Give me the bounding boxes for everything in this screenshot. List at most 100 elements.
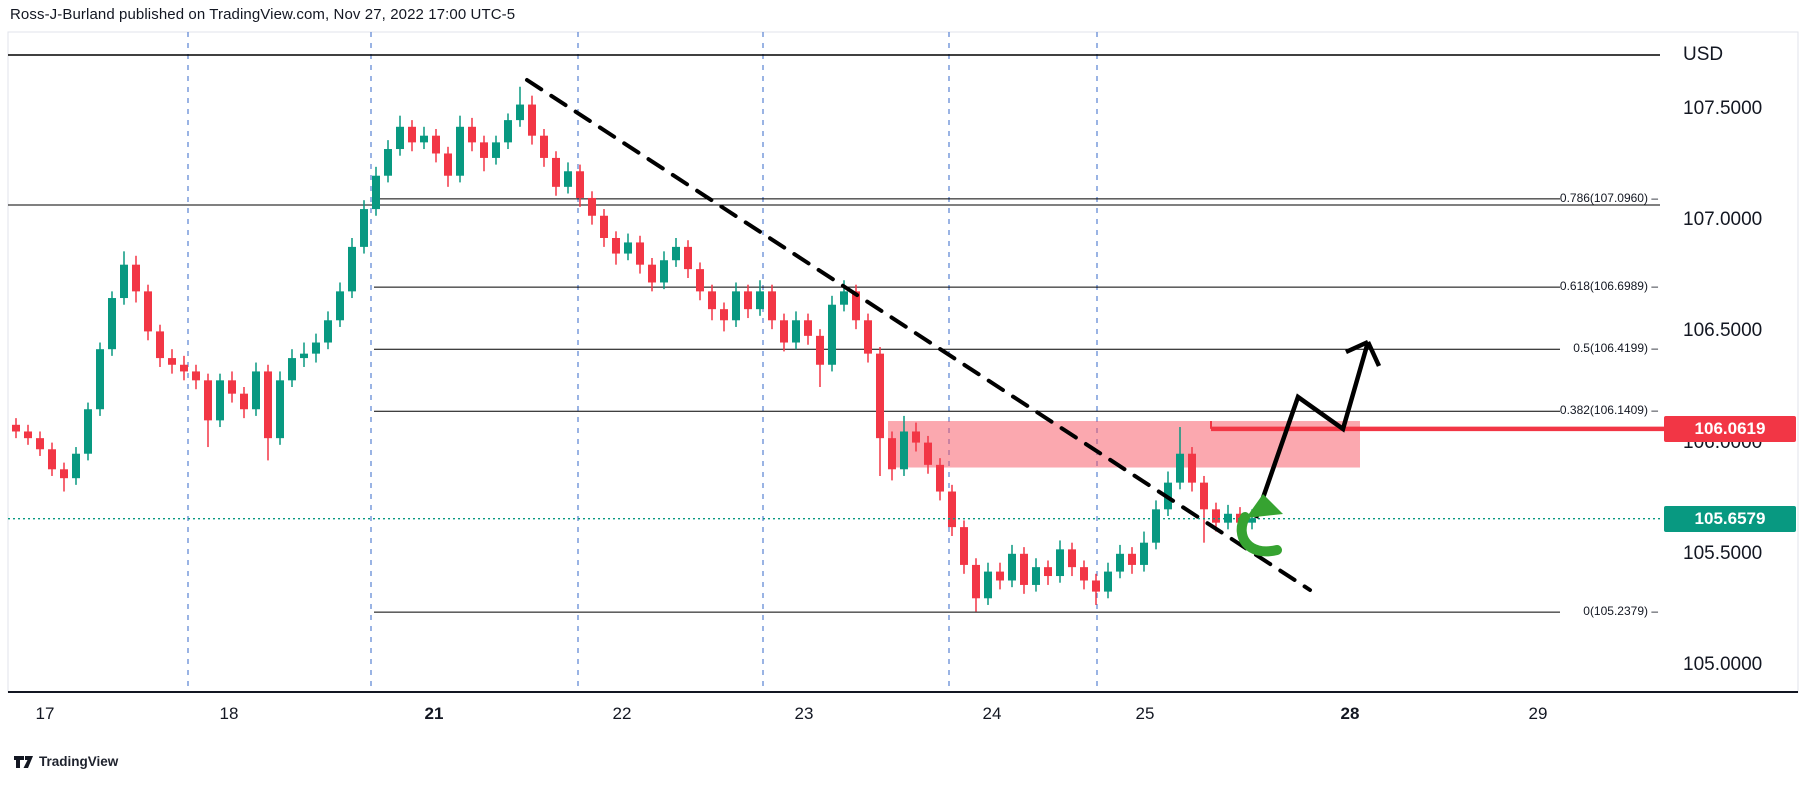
candle-body xyxy=(960,527,968,565)
candle-body xyxy=(336,291,344,321)
time-axis[interactable]: 17 18 21 22 23 24 25 28 29 xyxy=(0,692,1814,734)
candle-body xyxy=(60,469,68,479)
candle-body xyxy=(1044,567,1052,577)
candle-body xyxy=(732,291,740,321)
price-tick-label: 107.5000 xyxy=(1683,98,1763,119)
candle-body xyxy=(720,309,728,321)
candle-body xyxy=(72,453,80,479)
candle-body xyxy=(1116,553,1124,572)
candle-body xyxy=(504,120,512,143)
fib-level-label: 0.786(107.0960) – xyxy=(1559,190,1658,205)
candle-body xyxy=(48,449,56,470)
candle-body xyxy=(1104,571,1112,592)
candle-body xyxy=(684,246,692,270)
candle-body xyxy=(672,246,680,261)
candle-body xyxy=(900,431,908,470)
candle-body xyxy=(552,157,560,187)
date-label: 28 xyxy=(1340,704,1360,723)
candle-body xyxy=(828,304,836,365)
candle-body xyxy=(996,571,1004,581)
date-label: 17 xyxy=(35,704,55,723)
candle-body xyxy=(852,291,860,321)
candle-body xyxy=(312,342,320,354)
candle-body xyxy=(1176,453,1184,483)
candle-body xyxy=(972,564,980,599)
date-label: 18 xyxy=(219,704,239,723)
tradingview-logo[interactable]: TradingView xyxy=(14,752,118,771)
candle-body xyxy=(168,358,176,365)
candle-body xyxy=(180,364,188,372)
candle-body xyxy=(696,269,704,292)
candle-body xyxy=(216,380,224,421)
candle-body xyxy=(1140,542,1148,565)
candle-body xyxy=(888,438,896,470)
candle-body xyxy=(1128,553,1136,565)
candle-body xyxy=(1092,580,1100,592)
date-label: 23 xyxy=(794,704,814,723)
date-label: 29 xyxy=(1528,704,1548,723)
candle-body xyxy=(936,464,944,492)
candle-body xyxy=(1212,509,1220,523)
candle-body xyxy=(492,142,500,158)
candle-body xyxy=(204,380,212,421)
candle-body xyxy=(420,135,428,143)
candle-body xyxy=(516,104,524,121)
candle-body xyxy=(372,175,380,210)
price-tick-label: 105.0000 xyxy=(1683,654,1763,675)
candle-body xyxy=(1080,567,1088,581)
candle-body xyxy=(444,153,452,176)
candle-body xyxy=(1248,518,1256,523)
candle-body xyxy=(924,442,932,465)
candle-body xyxy=(864,320,872,354)
candle-body xyxy=(840,291,848,305)
price-tick-label: 105.5000 xyxy=(1683,542,1763,564)
candle-body xyxy=(228,380,236,394)
candle-body xyxy=(540,135,548,158)
pane-border xyxy=(7,31,1799,693)
candle-body xyxy=(156,331,164,359)
candle-body xyxy=(396,126,404,150)
candle-body xyxy=(144,291,152,332)
chart-title: Ross-J-Burland published on TradingView.… xyxy=(10,6,516,23)
candle-body xyxy=(588,197,596,216)
price-axis[interactable] xyxy=(1662,32,1814,692)
candle-body xyxy=(648,264,656,283)
candle-body xyxy=(12,424,20,432)
candle-body xyxy=(324,320,332,343)
candle-body xyxy=(528,104,536,136)
fib-level-label: 0(105.2379) – xyxy=(1583,604,1658,619)
candle-body xyxy=(612,237,620,254)
projection-arrowhead xyxy=(1345,339,1369,355)
price-tick-label: 106.5000 xyxy=(1683,320,1763,342)
green-curved-arrowhead xyxy=(1246,494,1283,518)
candle-body xyxy=(1200,482,1208,510)
candle-body xyxy=(1068,549,1076,568)
candle-body xyxy=(756,291,764,310)
candle-body xyxy=(744,291,752,310)
candle-body xyxy=(408,126,416,143)
candle-body xyxy=(780,320,788,343)
candle-body xyxy=(984,571,992,599)
candle-body xyxy=(192,371,200,381)
candle-body xyxy=(1188,453,1196,483)
currency-label: USD xyxy=(1683,44,1724,65)
candle-body xyxy=(876,353,884,439)
candle-body xyxy=(24,431,32,439)
candle-body xyxy=(360,209,368,247)
candle-body xyxy=(132,264,140,292)
candle-body xyxy=(1032,567,1040,585)
candle-body xyxy=(348,246,356,292)
candle-body xyxy=(300,353,308,359)
candle-body xyxy=(108,298,116,350)
price-tick-label: 107.0000 xyxy=(1683,209,1763,231)
candle-body xyxy=(240,393,248,410)
projection-arrowhead xyxy=(1365,341,1382,367)
date-label: 21 xyxy=(424,704,444,723)
candle-body xyxy=(792,320,800,343)
date-label: 24 xyxy=(982,704,1002,723)
last-price-tag: 105.6579 xyxy=(1664,505,1796,532)
candle-body xyxy=(804,320,812,336)
candle-body xyxy=(1020,553,1028,585)
candle-body xyxy=(84,409,92,454)
